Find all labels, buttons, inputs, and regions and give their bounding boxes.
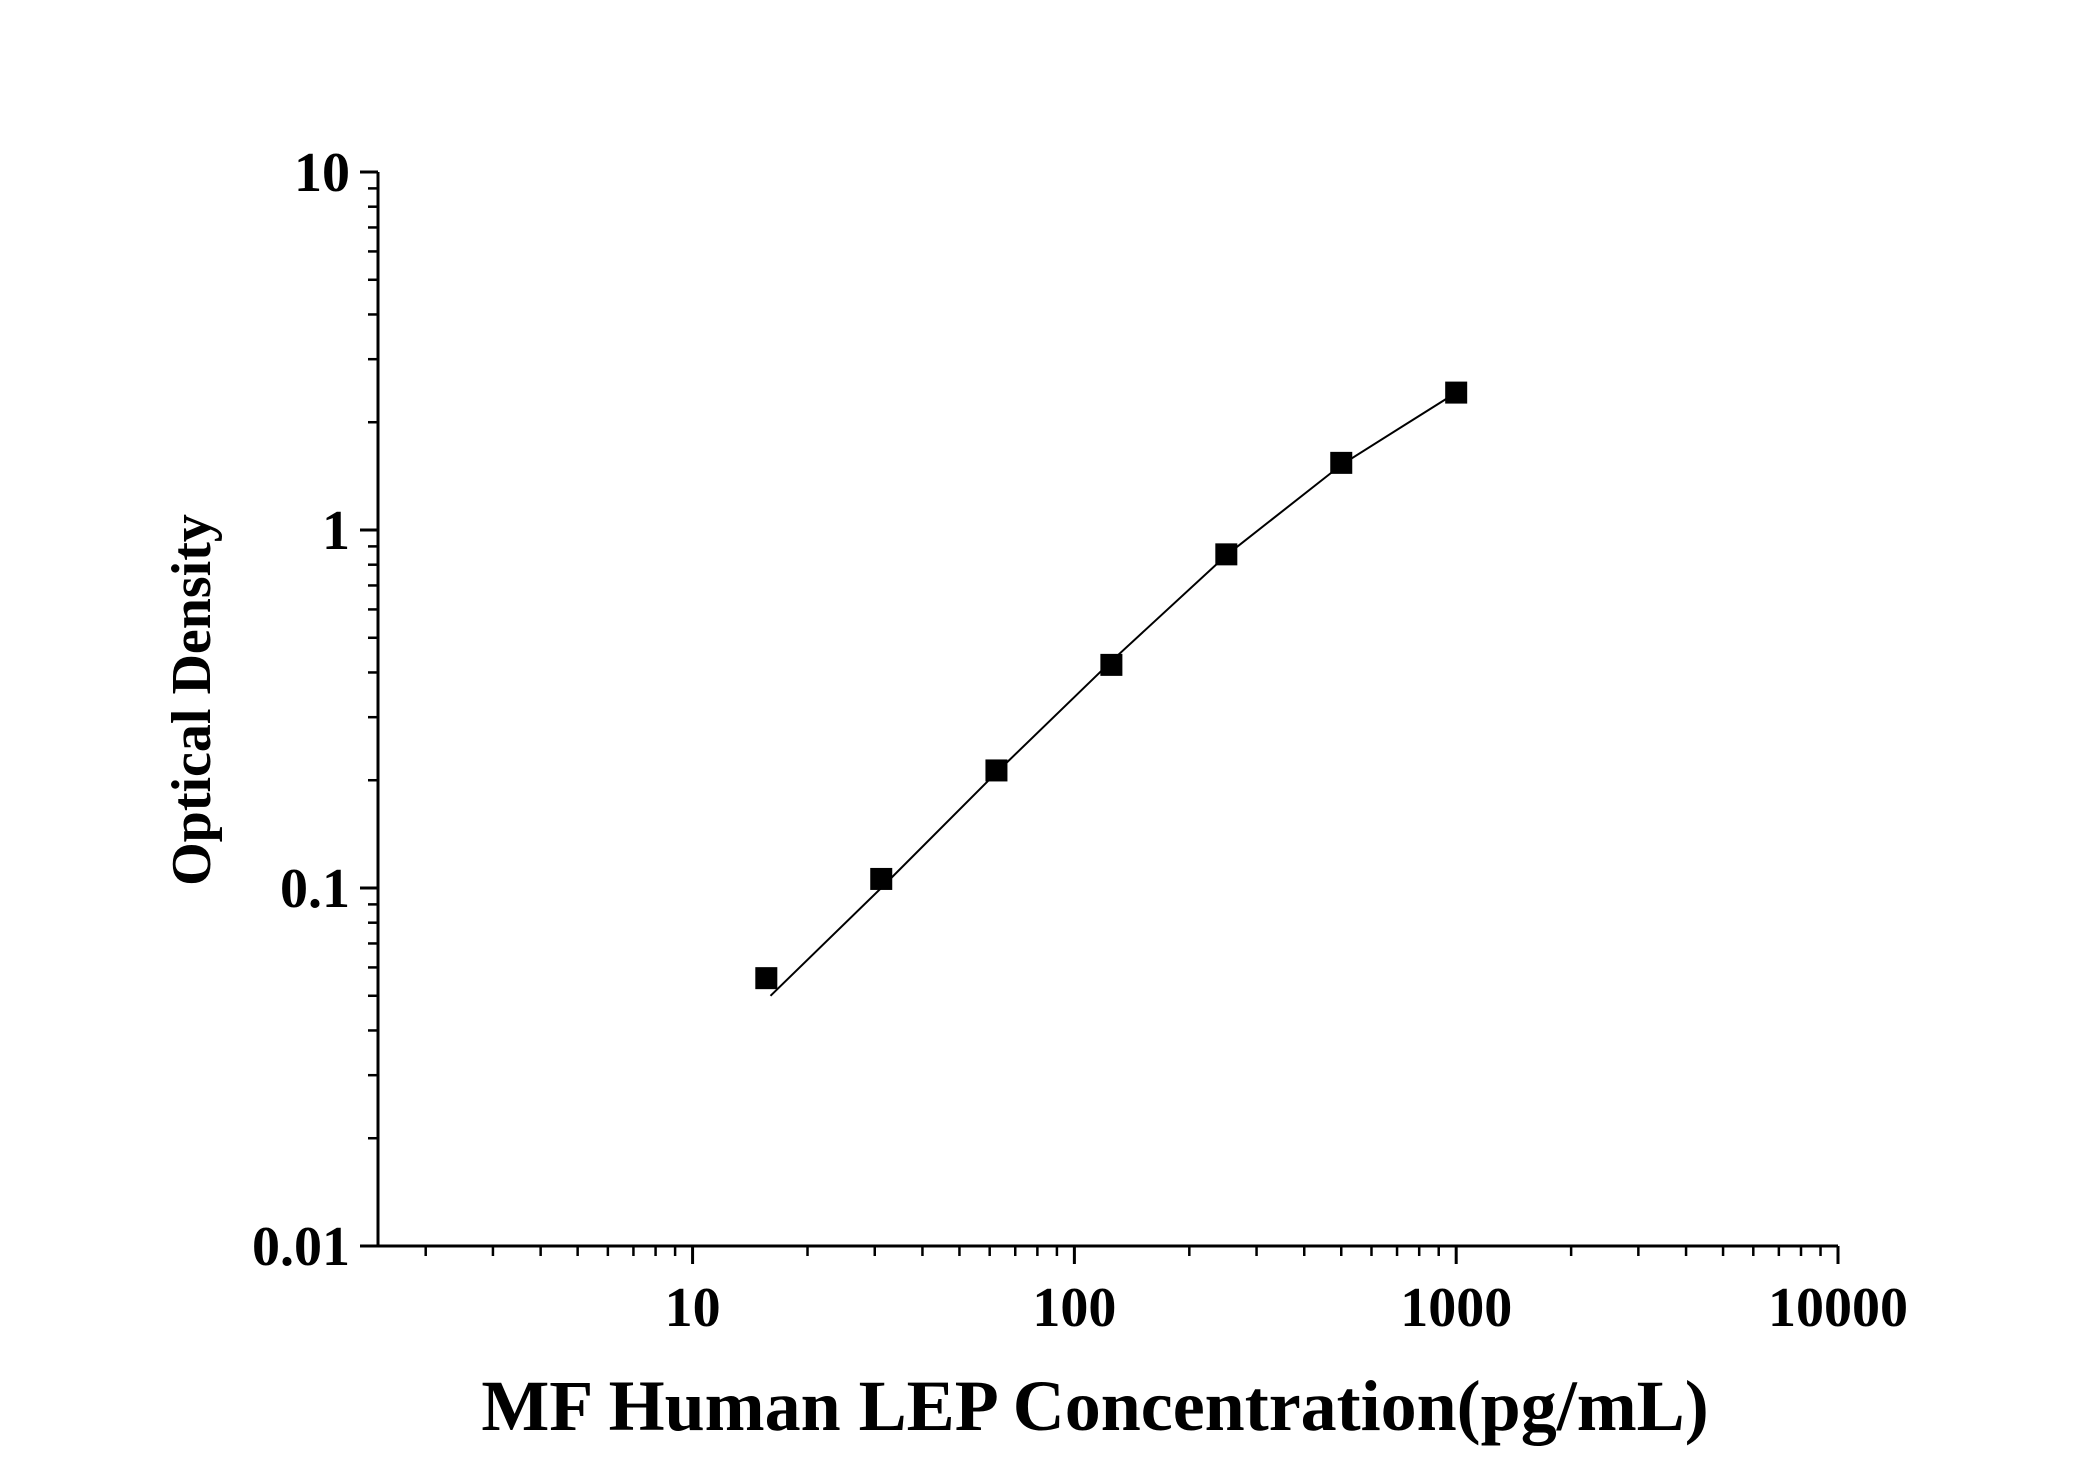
data-point	[985, 759, 1008, 782]
x-tick-label: 10000	[1768, 1277, 1908, 1339]
x-tick-label: 10	[665, 1277, 721, 1339]
data-point	[870, 867, 893, 890]
y-tick-label: 10	[294, 142, 350, 204]
data-point	[1100, 653, 1123, 676]
x-tick-label: 100	[1032, 1277, 1116, 1339]
fit-curve	[769, 391, 1457, 997]
axes	[376, 172, 1838, 1248]
x-tick-label: 1000	[1400, 1277, 1512, 1339]
axis-ticks	[360, 170, 1840, 1264]
y-tick-label: 0.01	[252, 1216, 350, 1278]
data-points	[755, 381, 1468, 990]
y-tick-label: 1	[322, 500, 350, 562]
data-point	[1445, 381, 1468, 404]
data-point	[1330, 451, 1353, 474]
fit-curve-line	[769, 391, 1457, 997]
y-axis-title: Optical Density	[161, 514, 223, 886]
x-axis-title: MF Human LEP Concentration(pg/mL)	[481, 1366, 1708, 1446]
tick-labels: 10 100 1000 10000 0.01 0.1 1 10	[252, 142, 1908, 1339]
data-point	[755, 967, 778, 990]
y-tick-label: 0.1	[280, 858, 350, 920]
data-point	[1215, 543, 1238, 566]
